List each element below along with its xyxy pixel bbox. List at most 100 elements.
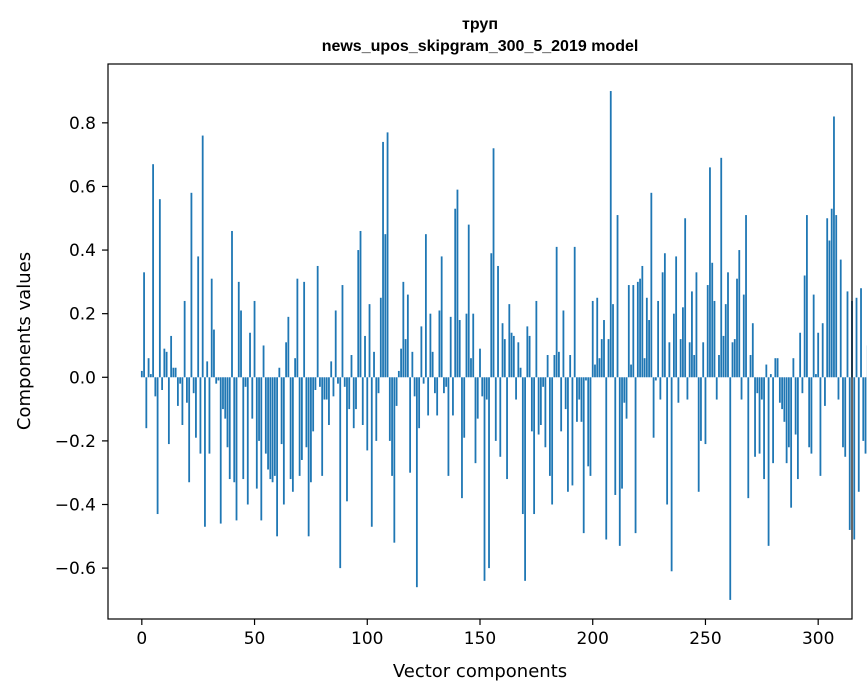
bar xyxy=(643,358,646,378)
bar xyxy=(582,377,585,534)
bar xyxy=(319,377,321,387)
bar xyxy=(282,377,285,505)
bar xyxy=(273,377,276,476)
bar xyxy=(539,377,542,425)
bar xyxy=(546,355,549,378)
bar xyxy=(742,294,745,378)
bar xyxy=(300,377,303,460)
bar xyxy=(686,377,689,400)
bar xyxy=(612,304,614,378)
bar xyxy=(670,377,673,572)
bar xyxy=(400,348,402,378)
bar xyxy=(434,377,436,394)
x-axis: 0 50 100 150 200 250 300 xyxy=(136,619,834,649)
bar xyxy=(494,377,497,441)
bar xyxy=(747,377,750,499)
x-tick-label: 300 xyxy=(802,629,834,649)
bar-series xyxy=(140,91,867,600)
bar xyxy=(600,339,603,378)
bar xyxy=(616,215,619,378)
bar xyxy=(316,265,319,378)
bar xyxy=(585,377,587,381)
bar xyxy=(774,358,777,378)
bar xyxy=(255,377,258,489)
bar xyxy=(855,297,858,378)
bar xyxy=(718,355,720,378)
bar xyxy=(472,313,475,378)
bar xyxy=(481,377,484,397)
bar xyxy=(688,342,691,378)
bar xyxy=(794,377,797,435)
bar xyxy=(837,377,840,400)
bar xyxy=(627,285,630,378)
bar xyxy=(842,377,844,448)
bar xyxy=(201,135,204,378)
bar xyxy=(729,377,732,600)
bar xyxy=(569,355,572,378)
bar xyxy=(192,377,195,394)
bar xyxy=(195,377,197,438)
bar xyxy=(614,377,617,495)
bar xyxy=(312,377,315,432)
bar xyxy=(697,377,700,492)
bar xyxy=(384,234,387,378)
bar xyxy=(497,265,499,378)
bar xyxy=(393,377,396,543)
bar xyxy=(661,272,664,378)
bar xyxy=(758,377,761,454)
bar xyxy=(740,377,743,400)
bar xyxy=(704,377,707,445)
bar xyxy=(488,377,490,569)
bar xyxy=(591,300,594,378)
bar xyxy=(801,377,804,394)
bar xyxy=(176,377,179,406)
bar xyxy=(474,377,477,464)
bar xyxy=(298,377,301,476)
bar xyxy=(580,377,583,422)
bar xyxy=(249,332,251,378)
bar xyxy=(573,246,576,378)
bar xyxy=(314,377,317,390)
bar xyxy=(754,377,756,457)
bar xyxy=(652,377,655,438)
bar xyxy=(458,320,461,378)
bar xyxy=(587,377,590,467)
bar xyxy=(287,316,290,378)
bar xyxy=(621,377,623,489)
y-tick-label: 0.8 xyxy=(69,114,96,134)
bar xyxy=(679,339,682,378)
x-tick-label: 100 xyxy=(351,629,383,649)
bar xyxy=(233,377,236,483)
bar xyxy=(264,377,267,454)
bar xyxy=(533,377,536,515)
bar xyxy=(404,339,407,378)
bar xyxy=(567,377,569,492)
bar xyxy=(206,361,209,378)
bar xyxy=(276,377,278,537)
bar xyxy=(251,377,254,419)
bar xyxy=(821,323,824,378)
bar xyxy=(156,377,159,515)
bar xyxy=(839,259,842,378)
bar xyxy=(578,377,581,400)
y-axis-label: Components values xyxy=(14,252,35,430)
bar xyxy=(467,224,470,378)
bar xyxy=(271,377,274,483)
bar xyxy=(654,377,657,381)
y-tick-label: −0.6 xyxy=(55,559,96,579)
bar xyxy=(645,297,648,378)
bar xyxy=(328,377,330,425)
bar xyxy=(618,377,621,546)
bar xyxy=(465,313,468,378)
bar xyxy=(294,358,297,378)
bar xyxy=(373,351,375,378)
bar xyxy=(436,377,439,416)
bar xyxy=(267,377,269,470)
bar xyxy=(339,377,342,569)
bar xyxy=(844,377,847,457)
bar xyxy=(778,377,781,403)
bar xyxy=(576,377,578,422)
bar xyxy=(492,148,495,378)
bar xyxy=(278,367,281,378)
